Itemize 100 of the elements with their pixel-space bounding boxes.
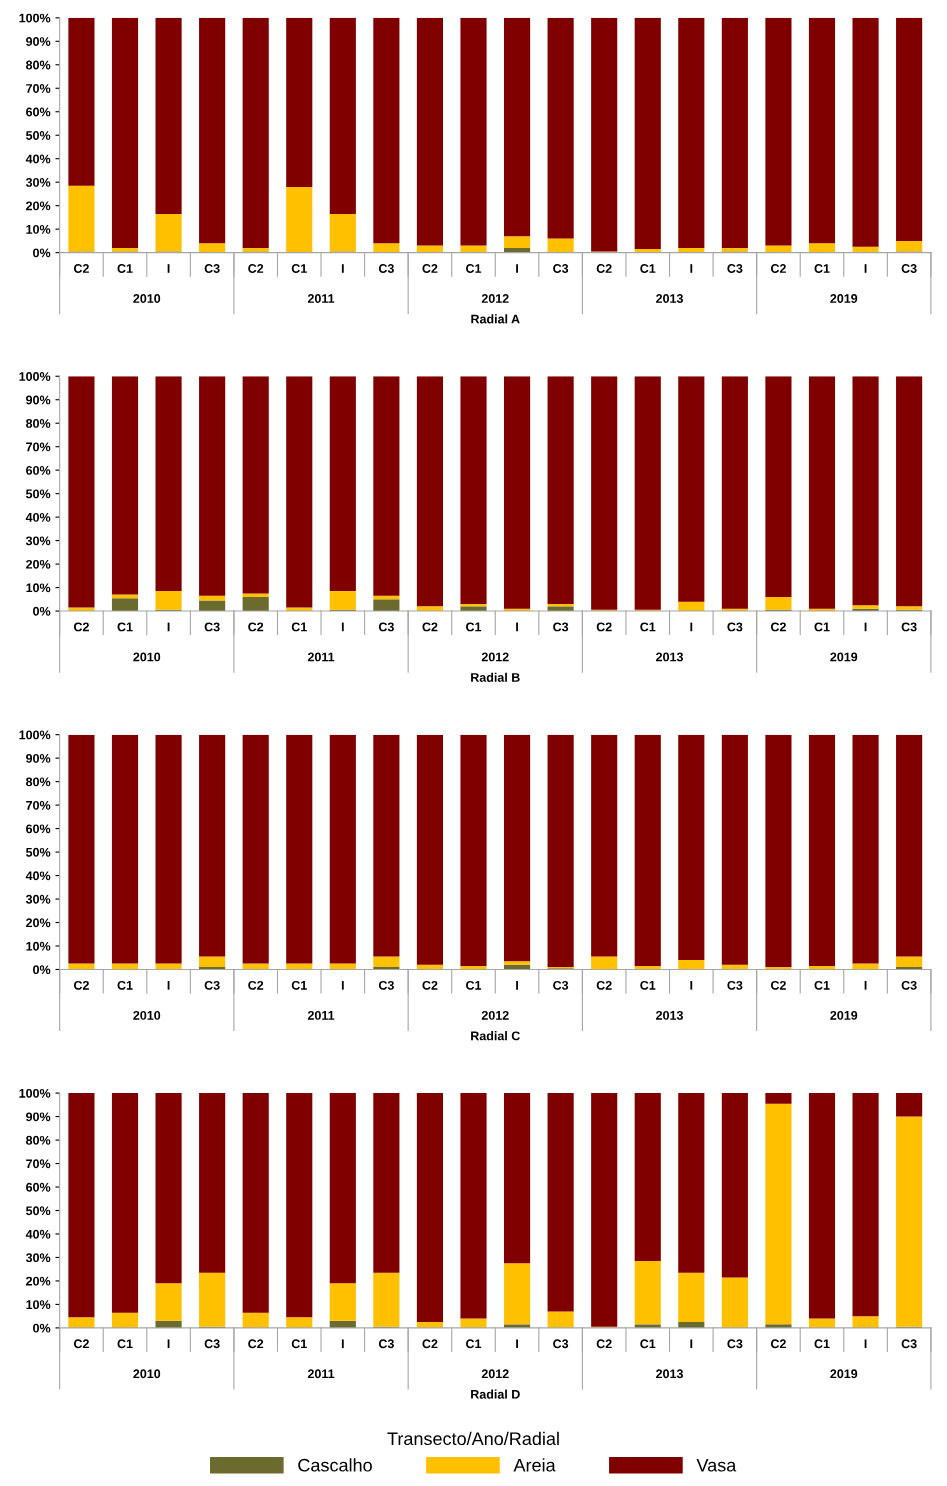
x-tick-label: C3 bbox=[727, 622, 743, 632]
text: 2011 bbox=[307, 652, 335, 662]
x-tick-label: C1 bbox=[466, 1339, 482, 1349]
x-tick-label: C1 bbox=[291, 980, 307, 990]
x-tick-label: I bbox=[341, 622, 344, 632]
x-tick-label: I bbox=[167, 264, 170, 273]
text: 2019 bbox=[830, 1010, 858, 1020]
text: 2010 bbox=[133, 294, 161, 303]
x-tick-label: I bbox=[341, 1339, 344, 1349]
x-tick-label: C3 bbox=[553, 264, 569, 273]
text: 2010 bbox=[133, 1369, 161, 1379]
x-tick-label: C1 bbox=[640, 1339, 656, 1349]
x-tick-label: C1 bbox=[814, 622, 830, 632]
y-tick-label: 50% bbox=[26, 847, 51, 857]
x-tick-label: I bbox=[516, 264, 518, 273]
x-tick-label: I bbox=[864, 622, 867, 632]
x-tick-label: C2 bbox=[248, 264, 264, 273]
y-tick-label: 0% bbox=[33, 606, 51, 616]
text: 2019 bbox=[830, 1369, 858, 1379]
x-tick-label: C1 bbox=[466, 980, 482, 990]
x-tick-label: C3 bbox=[553, 980, 569, 990]
x-tick-label: C1 bbox=[291, 622, 307, 632]
x-tick-label: C3 bbox=[553, 622, 569, 632]
x-tick-label: C3 bbox=[727, 1339, 743, 1349]
x-tick-label: C3 bbox=[901, 622, 917, 632]
y-tick-label: 20% bbox=[26, 559, 51, 569]
y-tick-label: 80% bbox=[26, 777, 51, 787]
x-tick-label: C1 bbox=[814, 264, 830, 273]
x-tick-label: C2 bbox=[596, 622, 612, 632]
x-tick-label: C1 bbox=[466, 264, 482, 273]
x-tick-label: C1 bbox=[291, 1339, 307, 1349]
text: 2013 bbox=[656, 294, 683, 303]
x-tick-label: I bbox=[690, 981, 693, 990]
text: 2013 bbox=[656, 1369, 683, 1379]
x-tick-label: C1 bbox=[466, 622, 482, 632]
y-tick-label: 100% bbox=[19, 372, 51, 381]
x-tick-label: C3 bbox=[378, 622, 394, 632]
x-tick-label: C1 bbox=[814, 1339, 830, 1349]
x-axis-title: Radial D bbox=[471, 1389, 520, 1399]
legend-title: Transecto/Ano/Radial bbox=[387, 1431, 559, 1446]
y-tick-label: 30% bbox=[25, 177, 51, 187]
y-tick-label: 60% bbox=[26, 465, 51, 475]
text: 2010 bbox=[133, 652, 161, 662]
x-tick-label: C3 bbox=[727, 980, 743, 990]
text: 2010 bbox=[133, 1010, 161, 1020]
x-tick-label: C1 bbox=[640, 980, 656, 990]
y-tick-label: 50% bbox=[26, 489, 51, 499]
y-tick-label: 100% bbox=[19, 1088, 51, 1098]
x-tick-label: I bbox=[690, 1339, 693, 1349]
x-tick-label: C2 bbox=[248, 622, 264, 632]
x-tick-label: I bbox=[516, 981, 518, 990]
x-tick-label: C2 bbox=[770, 1339, 786, 1349]
x-tick-label: I bbox=[167, 622, 170, 632]
x-axis-title: Radial C bbox=[471, 1031, 520, 1041]
y-tick-label: 20% bbox=[26, 918, 51, 928]
x-tick-label: C1 bbox=[640, 622, 656, 632]
x-tick-label: I bbox=[341, 981, 344, 990]
y-tick-label: 40% bbox=[25, 1229, 51, 1239]
y-tick-label: 20% bbox=[26, 201, 51, 211]
x-tick-label: I bbox=[690, 264, 693, 273]
x-tick-label: C2 bbox=[770, 622, 786, 632]
text: 2012 bbox=[481, 1010, 509, 1020]
text: 2012 bbox=[481, 1369, 509, 1379]
y-tick-label: 40% bbox=[25, 154, 51, 164]
x-tick-label: C2 bbox=[770, 980, 786, 990]
y-tick-label: 90% bbox=[26, 37, 51, 46]
y-tick-label: 90% bbox=[26, 1112, 51, 1122]
y-tick-label: 10% bbox=[26, 941, 51, 951]
x-tick-label: I bbox=[516, 1339, 518, 1349]
x-tick-label: C2 bbox=[596, 264, 612, 273]
x-tick-label: C2 bbox=[770, 264, 786, 273]
y-tick-label: 100% bbox=[19, 730, 51, 740]
x-tick-label: C2 bbox=[248, 980, 264, 990]
x-tick-label: C3 bbox=[378, 980, 394, 990]
x-tick-label: C1 bbox=[117, 622, 133, 632]
x-tick-label: C2 bbox=[422, 264, 438, 273]
x-tick-label: C1 bbox=[117, 1339, 133, 1349]
x-tick-label: I bbox=[341, 264, 344, 273]
x-tick-label: C3 bbox=[204, 264, 220, 273]
y-tick-label: 80% bbox=[26, 419, 51, 428]
y-tick-label: 90% bbox=[26, 753, 51, 763]
y-tick-label: 0% bbox=[33, 248, 51, 258]
text: 2019 bbox=[830, 294, 858, 303]
y-tick-label: 40% bbox=[25, 512, 51, 522]
y-tick-label: 60% bbox=[26, 107, 51, 117]
text: 2013 bbox=[656, 1010, 683, 1020]
x-tick-label: C2 bbox=[596, 1339, 612, 1349]
x-tick-label: I bbox=[167, 1339, 170, 1349]
y-tick-label: 30% bbox=[25, 1253, 51, 1263]
x-tick-label: C2 bbox=[248, 1339, 264, 1349]
y-tick-label: 20% bbox=[26, 1276, 51, 1286]
x-tick-label: C3 bbox=[901, 264, 917, 273]
x-tick-label: C3 bbox=[727, 264, 743, 273]
text: 2012 bbox=[481, 294, 509, 303]
text: 2013 bbox=[656, 652, 683, 662]
x-tick-label: I bbox=[516, 622, 518, 632]
x-tick-label: C1 bbox=[814, 980, 830, 990]
x-tick-label: C2 bbox=[73, 1339, 89, 1349]
legend-label: Vasa bbox=[696, 1459, 737, 1472]
x-tick-label: C2 bbox=[596, 980, 612, 990]
